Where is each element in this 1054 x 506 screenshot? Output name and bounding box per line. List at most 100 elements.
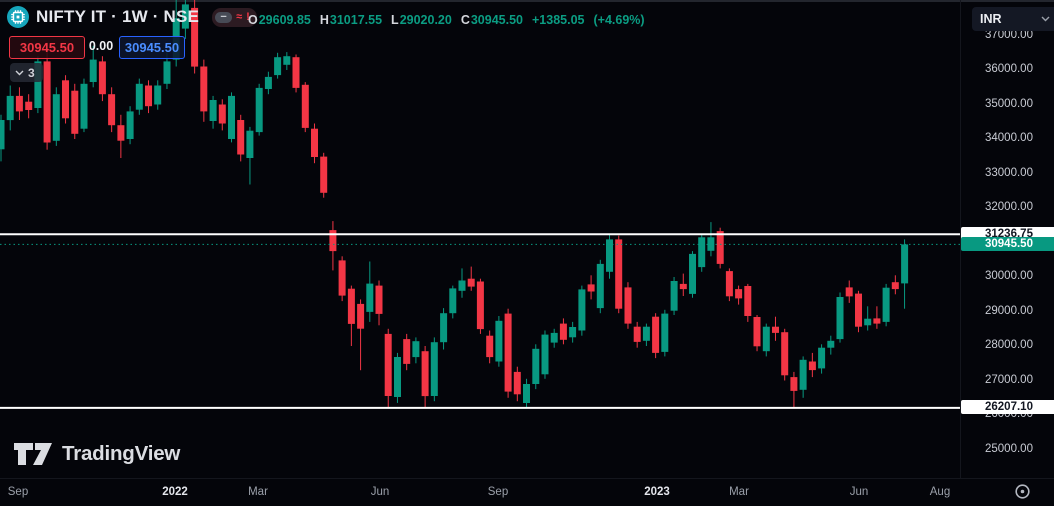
synthetic-price-badge-icon[interactable]: ≈ [236,10,243,23]
time-tick-label: 2023 [644,486,670,498]
candle [762,323,770,357]
candle [329,221,337,271]
candle [403,333,411,371]
candle [679,273,687,296]
buy-price-button[interactable]: 30945.50 [119,36,185,59]
candle [532,344,540,390]
candle [347,285,355,346]
collapse-badge-icon[interactable]: − [215,11,233,23]
currency-label: INR [980,12,1002,26]
candle [486,330,494,364]
candle [882,283,890,327]
candle [0,114,5,162]
candle [541,330,549,379]
high-label: H [319,13,329,27]
candle [735,285,743,305]
price-tick-label: 32000.00 [985,201,1033,213]
chevron-down-icon [15,70,24,75]
candle [440,308,448,350]
time-axis[interactable]: Sep 2022 Mar Jun Sep 2023 Mar Jun Aug [0,478,1054,506]
candle [264,71,272,95]
candle [827,335,835,355]
candle [338,256,346,302]
candle [818,344,826,374]
candle [781,328,789,381]
candle [845,280,853,303]
candle [864,306,872,331]
candle [495,316,503,367]
change-percent: (+4.69%) [593,13,645,27]
time-tick-label: Jun [849,486,869,498]
candle [62,75,69,124]
candle [191,0,199,74]
candle [384,328,392,408]
low-value: 29020.20 [399,13,452,27]
candle [855,290,862,333]
time-tick-label: 2022 [162,486,188,498]
symbol-status-badges[interactable]: − ≈ ! [212,7,257,27]
candle [209,95,217,129]
candle [808,352,816,378]
candle [366,261,374,322]
candle [394,352,401,403]
candle [596,259,604,314]
candle [108,87,116,133]
candle [550,328,558,348]
candle [43,42,51,150]
spread-value: 0.00 [88,39,114,53]
candle [689,251,696,298]
time-tick-label: Sep [7,486,29,498]
candle [753,315,761,352]
candle [52,87,60,146]
candle [311,123,318,164]
candle [421,346,429,409]
candle [652,313,660,359]
candle [80,78,88,133]
time-tick-label: Mar [248,486,268,498]
current-price-line-label: 30945.50 [961,236,1054,251]
symbol-title[interactable]: NIFTY IT · 1W · NSE [36,7,200,26]
gear-icon[interactable] [1008,481,1036,502]
candle [71,83,79,139]
candle [458,268,466,298]
candle [891,275,899,295]
sell-price-button[interactable]: 30945.50 [9,36,85,59]
candle [135,78,143,115]
currency-selector[interactable]: INR [972,7,1054,31]
candle [200,59,208,122]
candle [559,318,567,345]
price-axis[interactable]: 37000.00 36000.00 35000.00 34000.00 33000.00… [960,0,1054,478]
alert-badge-icon[interactable]: ! [246,10,250,23]
object-tree-count: 3 [28,65,35,80]
close-value: 30945.50 [470,13,523,27]
price-tick-label: 25000.00 [985,442,1033,455]
candle [375,280,383,326]
time-tick-label: Jun [370,486,390,498]
price-tick-label: 37000.00 [985,28,1033,41]
candle [799,356,807,398]
object-tree-toggle[interactable]: 3 [10,63,43,82]
candle [255,83,263,136]
time-tick-label: Mar [729,486,749,498]
support-line-label: 26207.10 [961,400,1054,415]
low-label: L [391,13,399,27]
candle [320,152,328,198]
candle [274,52,282,79]
candle [246,126,254,185]
candle [6,85,14,131]
change-value: +1385.05 [532,13,585,27]
candle [642,323,650,346]
candle [15,87,23,120]
price-tick-label: 33000.00 [985,166,1033,179]
candle [633,321,641,348]
candle [89,45,97,88]
candle [873,306,881,329]
candle [154,80,162,110]
candle [292,54,300,93]
candle [772,316,779,341]
close-label: C [460,13,470,27]
candle [523,378,530,408]
price-tick-label: 36000.00 [985,63,1033,75]
candle [670,277,678,315]
